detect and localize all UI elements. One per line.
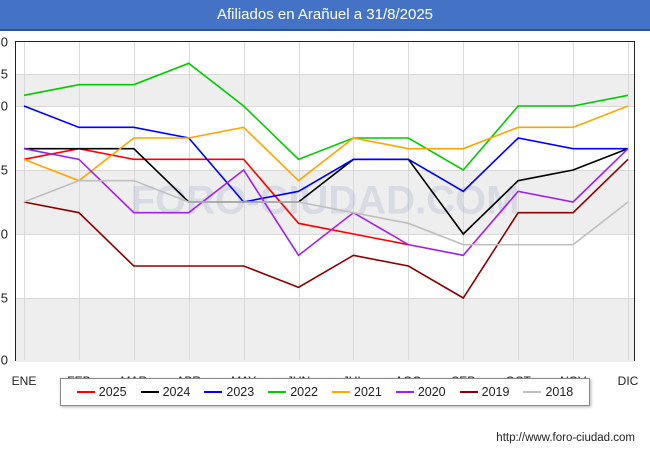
legend-label-2019: 2019 bbox=[482, 385, 510, 399]
legend-label-2018: 2018 bbox=[545, 385, 573, 399]
legend-item-2022[interactable]: 2022 bbox=[268, 385, 318, 399]
footer-url: http://www.foro-ciudad.com bbox=[496, 432, 635, 444]
ytick-15: 15 bbox=[0, 163, 8, 178]
line-series-2023[interactable] bbox=[24, 106, 628, 202]
legend-label-2023: 2023 bbox=[226, 385, 254, 399]
legend-label-2025: 2025 bbox=[99, 385, 127, 399]
line-series-2022[interactable] bbox=[24, 63, 628, 170]
legend-label-2020: 2020 bbox=[418, 385, 446, 399]
legend-swatch-2025 bbox=[77, 391, 95, 394]
chart-title-bar: Afiliados en Arañuel a 31/8/2025 bbox=[0, 0, 650, 31]
ytick-25: 25 bbox=[0, 67, 8, 82]
line-series-2020[interactable] bbox=[24, 149, 628, 256]
legend-item-2021[interactable]: 2021 bbox=[332, 385, 382, 399]
legend: 2025 2024 2023 2022 2021 2020 2019 2018 bbox=[60, 378, 590, 406]
legend-swatch-2022 bbox=[268, 391, 286, 394]
xtick-DIC: DIC bbox=[603, 374, 650, 388]
legend-swatch-2023 bbox=[204, 391, 222, 394]
legend-items-container: 2025 2024 2023 2022 2021 2020 2019 2018 bbox=[77, 385, 574, 399]
ytick-20: 20 bbox=[0, 99, 8, 114]
legend-item-2024[interactable]: 2024 bbox=[141, 385, 191, 399]
legend-swatch-2021 bbox=[332, 391, 350, 394]
legend-label-2024: 2024 bbox=[163, 385, 191, 399]
chart-container: 30 25 20 15 10 5 0 ENEFEBMARABRMAYJUNJUL… bbox=[0, 31, 650, 371]
legend-item-2025[interactable]: 2025 bbox=[77, 385, 127, 399]
line-series-2021[interactable] bbox=[24, 106, 628, 181]
xtick-ENE: ENE bbox=[0, 374, 49, 388]
line-series-2024[interactable] bbox=[24, 149, 628, 234]
legend-item-2020[interactable]: 2020 bbox=[396, 385, 446, 399]
ytick-0: 0 bbox=[0, 353, 8, 368]
legend-swatch-2024 bbox=[141, 391, 159, 394]
legend-swatch-2020 bbox=[396, 391, 414, 394]
legend-swatch-2018 bbox=[523, 391, 541, 394]
legend-label-2021: 2021 bbox=[354, 385, 382, 399]
chart-title: Afiliados en Arañuel a 31/8/2025 bbox=[217, 6, 433, 23]
legend-swatch-2019 bbox=[460, 391, 478, 394]
ytick-10: 10 bbox=[0, 227, 8, 242]
plot-area: 30 25 20 15 10 5 0 ENEFEBMARABRMAYJUNJUL… bbox=[15, 41, 635, 361]
legend-item-2023[interactable]: 2023 bbox=[204, 385, 254, 399]
line-series-svg bbox=[16, 42, 636, 362]
legend-item-2018[interactable]: 2018 bbox=[523, 385, 573, 399]
legend-item-2019[interactable]: 2019 bbox=[460, 385, 510, 399]
legend-label-2022: 2022 bbox=[290, 385, 318, 399]
ytick-5: 5 bbox=[0, 291, 8, 306]
ytick-30: 30 bbox=[0, 35, 8, 50]
